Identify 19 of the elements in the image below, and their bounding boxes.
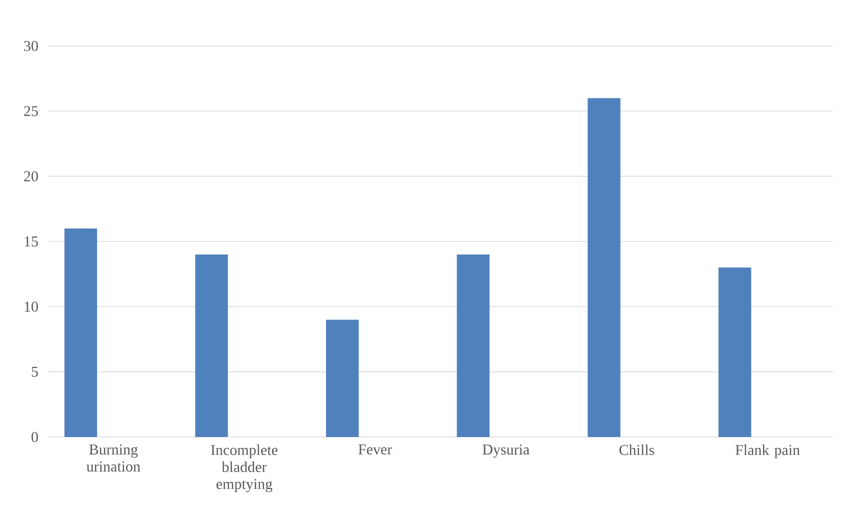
bar [64,228,98,437]
y-tick-label: 15 [24,236,38,247]
x-tick-label: Fever [358,444,392,454]
y-tick-label: 20 [24,171,38,182]
x-tick-label: Incomplete bladder emptying [211,444,278,492]
bar [718,268,752,437]
y-tick-label: 0 [32,432,38,442]
x-tick-label: Chills [619,444,654,456]
y-tick-label: 5 [32,366,38,377]
bar [195,254,228,437]
y-tick-label: 10 [24,302,38,312]
x-tick-label: Dysuria [482,444,530,458]
x-tick-label: Burning urination [86,444,140,472]
bar [326,320,359,437]
bar [456,254,490,437]
y-tick-label: 25 [24,106,38,116]
x-tick-label: Flank pain [736,444,800,458]
y-tick-label: 30 [24,40,38,52]
bar [588,98,620,437]
